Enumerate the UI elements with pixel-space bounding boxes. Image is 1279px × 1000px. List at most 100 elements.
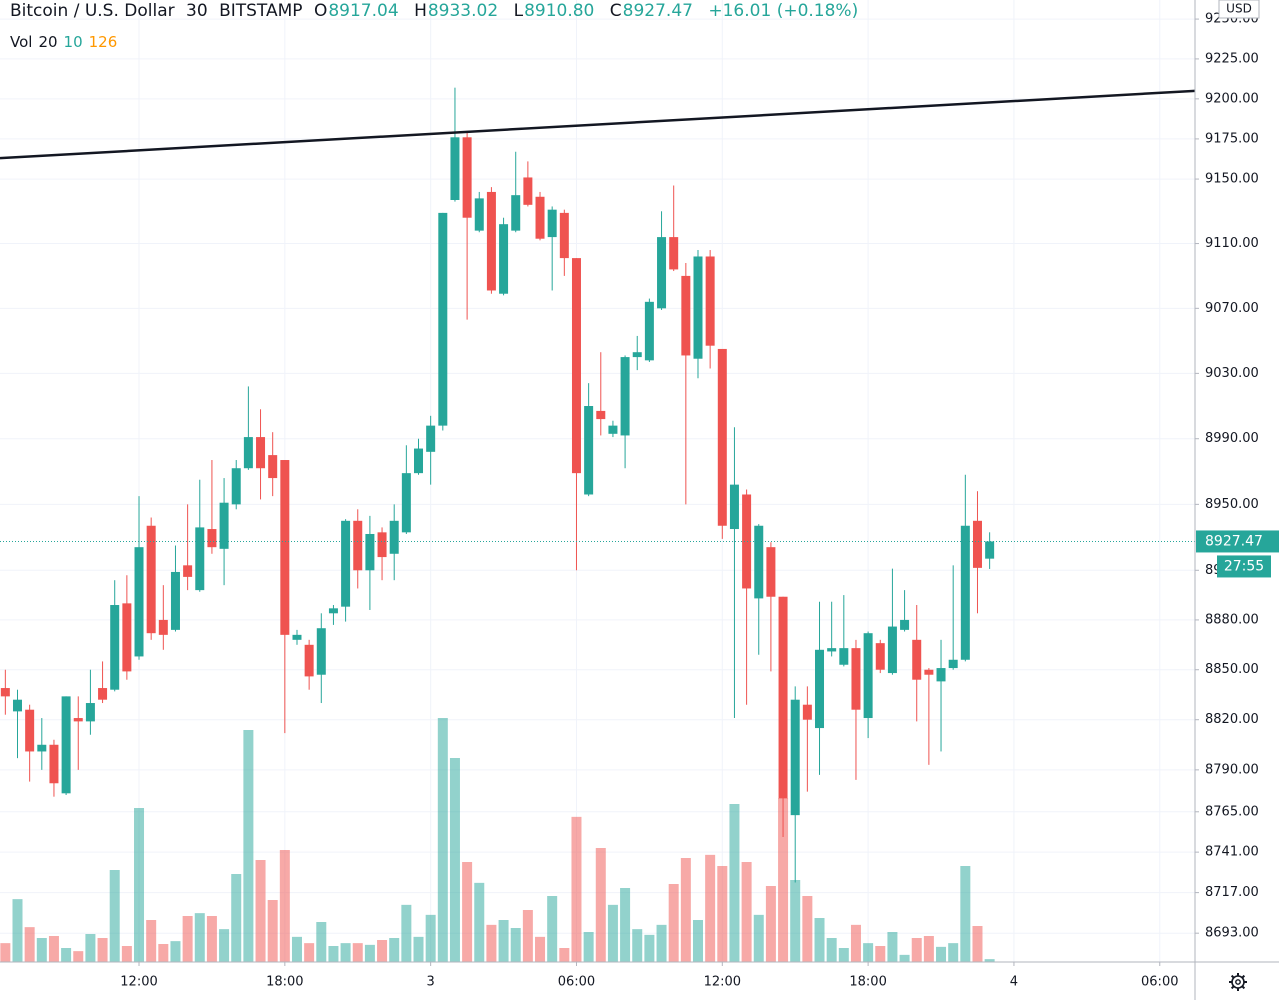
- y-tick-label: 9070.00: [1205, 301, 1259, 316]
- y-tick-label: 9175.00: [1205, 131, 1259, 146]
- volume-bar: [449, 758, 460, 962]
- x-tick-label: 06:00: [558, 975, 595, 990]
- candle-body: [523, 177, 533, 205]
- y-tick-label: 9150.00: [1205, 172, 1259, 187]
- exchange: BITSTAMP: [219, 1, 303, 21]
- vol-value: 20: [38, 33, 58, 51]
- volume-bar: [753, 914, 764, 962]
- volume-legend: Vol 20 10 126: [10, 33, 123, 51]
- candle-body: [158, 619, 168, 635]
- candle-body: [608, 425, 618, 434]
- volume-bar: [717, 866, 728, 962]
- settings-icon[interactable]: [1229, 973, 1247, 991]
- candle-body: [669, 237, 679, 270]
- volume-bar: [850, 924, 861, 962]
- volume-bar: [170, 941, 181, 962]
- candle-body: [134, 547, 144, 657]
- candle-body: [353, 520, 363, 571]
- volume-bar: [510, 928, 521, 962]
- candle-body: [657, 237, 667, 309]
- candle-body: [304, 644, 314, 677]
- volume-bar: [97, 938, 108, 962]
- volume-bar: [984, 959, 995, 962]
- last-price-label: 8927.47: [1205, 533, 1263, 549]
- candle-body: [924, 669, 934, 675]
- candle-body: [535, 196, 545, 239]
- volume-bar: [972, 926, 983, 962]
- volume-bar: [814, 918, 825, 962]
- x-tick-label: 06:00: [1141, 975, 1178, 990]
- candle-body: [681, 275, 691, 356]
- y-tick-label: 8741.00: [1205, 845, 1259, 860]
- x-tick-label: 4: [1010, 975, 1018, 990]
- candle-body: [146, 525, 156, 634]
- volume-bar: [522, 910, 533, 962]
- x-tick-label: 3: [427, 975, 435, 990]
- candle-body: [632, 352, 642, 358]
- volume-bar: [960, 866, 971, 962]
- y-tick-label: 9225.00: [1205, 51, 1259, 66]
- candle-body: [571, 258, 581, 474]
- volume-bar: [304, 943, 315, 962]
- candle-body: [292, 634, 302, 640]
- volume-bar: [291, 936, 302, 962]
- y-tick-label: 9200.00: [1205, 91, 1259, 106]
- volume-bar: [0, 943, 11, 962]
- volume-bar: [279, 850, 290, 962]
- candle-body: [887, 626, 897, 674]
- volume-bar: [668, 884, 679, 962]
- candle-body: [693, 256, 703, 359]
- candle-body: [183, 565, 193, 577]
- currency: USD: [1226, 2, 1252, 16]
- volume-bar: [134, 808, 145, 962]
- gear-tooth: [1230, 985, 1235, 990]
- volume-bar: [607, 904, 618, 962]
- volume-bar: [219, 929, 230, 962]
- volume-bar: [182, 916, 193, 962]
- candle-body: [85, 703, 95, 722]
- candle-body: [717, 348, 727, 526]
- x-tick-label: 18:00: [849, 975, 886, 990]
- volume-bar: [644, 934, 655, 962]
- ohlc-value: 8917.04: [328, 1, 399, 21]
- candle-body: [207, 529, 217, 548]
- candle-body: [936, 668, 946, 682]
- candle-body: [742, 494, 752, 589]
- y-tick-label: 8850.00: [1205, 662, 1259, 677]
- volume-bar: [498, 920, 509, 962]
- axis-bg: [1195, 0, 1279, 1000]
- candle-body: [766, 547, 776, 597]
- candle-body: [25, 709, 35, 752]
- candle-body: [256, 437, 266, 469]
- y-tick-label: 8790.00: [1205, 762, 1259, 777]
- volume-bar: [559, 948, 570, 962]
- volume-bar: [243, 730, 254, 962]
- volume-bar: [802, 896, 813, 962]
- volume-bar: [425, 914, 436, 962]
- candle-body: [389, 520, 399, 554]
- candle-body: [37, 744, 47, 752]
- volume-bar: [911, 938, 922, 962]
- ohlc-key: O: [313, 1, 328, 21]
- gear-tooth: [1241, 974, 1246, 979]
- candle-body: [426, 425, 436, 452]
- candle-body: [972, 520, 982, 568]
- y-tick-label: 9110.00: [1205, 236, 1259, 251]
- volume-bar: [377, 940, 388, 962]
- volume-bar: [61, 948, 72, 962]
- candle-body: [705, 256, 715, 346]
- y-tick-label: 8765.00: [1205, 804, 1259, 819]
- interval: 30: [186, 1, 208, 21]
- gear-tooth: [1241, 985, 1246, 990]
- candle-body: [499, 224, 509, 294]
- candle-body: [851, 648, 861, 710]
- last-price-box: [1196, 530, 1279, 553]
- volume-bar: [729, 804, 740, 962]
- candle-body: [815, 649, 825, 729]
- candle-body: [170, 571, 180, 630]
- candle-body: [596, 410, 606, 420]
- volume-bar: [24, 927, 35, 962]
- volume-bar: [680, 858, 691, 962]
